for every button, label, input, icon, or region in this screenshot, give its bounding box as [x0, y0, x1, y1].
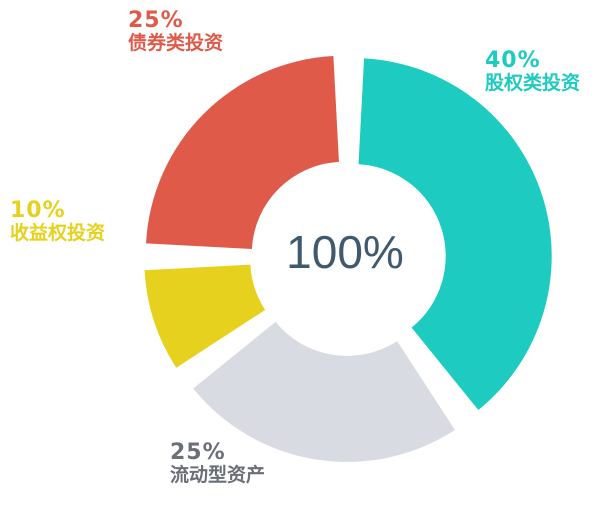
label-equity: 40% 股权类投资 — [485, 48, 580, 95]
label-income-name: 收益权投资 — [10, 222, 106, 245]
center-total-label: 100% — [286, 226, 404, 278]
label-income-percent: 10% — [10, 198, 66, 223]
label-bond-name: 债券类投资 — [128, 32, 224, 55]
label-liquid-name: 流动型资产 — [170, 464, 266, 487]
label-liquid-assets: 25% 流动型资产 — [170, 440, 265, 487]
slice-bond — [146, 56, 339, 249]
slice-equity — [358, 58, 552, 411]
label-liquid-percent: 25% — [170, 440, 226, 465]
label-bond-percent: 25% — [128, 8, 184, 33]
label-equity-percent: 40% — [485, 48, 541, 73]
slice-income-rights — [144, 264, 266, 368]
slice-liquid-assets — [193, 321, 455, 462]
label-income-rights: 10% 收益权投资 — [10, 198, 105, 245]
label-bond: 25% 债券类投资 — [128, 8, 223, 55]
label-equity-name: 股权类投资 — [485, 72, 581, 95]
